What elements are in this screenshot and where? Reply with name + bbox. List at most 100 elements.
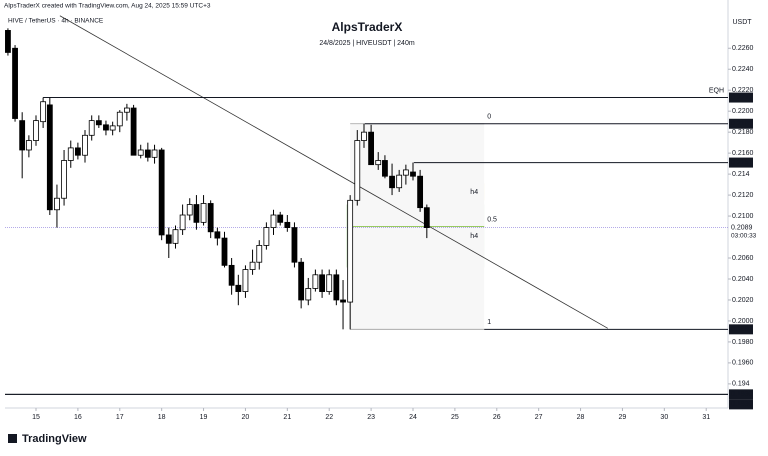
candle-body <box>193 204 200 223</box>
price-tag-label: 0.1930 <box>731 401 753 408</box>
candle-body <box>319 274 325 292</box>
y-tick-label: 0.2240 <box>732 66 754 73</box>
y-tick-label: 0.2040 <box>732 276 754 283</box>
candle-body <box>326 274 333 292</box>
y-tick-label: 0.2160 <box>732 150 754 157</box>
symbol: HIVE / TetherUS · 4h · BINANCE <box>8 18 104 25</box>
candle-body <box>61 160 67 199</box>
candle-body <box>95 120 102 126</box>
candle-body <box>144 149 151 158</box>
candle-body <box>137 149 144 156</box>
level-label: EQH <box>709 87 724 94</box>
candle-body <box>291 227 298 263</box>
candle-body <box>25 140 32 151</box>
candle-body <box>46 104 53 211</box>
candle-body <box>396 174 403 189</box>
candle-body <box>361 131 367 141</box>
y-tick-label: 0.1980 <box>732 339 754 346</box>
candle-body <box>410 171 416 177</box>
chart-subtitle: 24/8/2025 | HIVEUSDT | 240m <box>319 40 415 47</box>
candle-body <box>312 274 319 289</box>
y-tick-label: 0.2000 <box>732 318 754 325</box>
candle-body <box>207 203 214 233</box>
logo: TradingView <box>8 433 87 445</box>
x-tick-label: 29 <box>619 414 627 421</box>
fib-label: 0 <box>487 114 491 121</box>
candle-body <box>249 261 256 270</box>
x-tick-label: 24 <box>409 414 417 421</box>
logo-text: TradingView <box>22 433 87 445</box>
price-tag <box>729 389 753 400</box>
zone-label: h4 <box>470 189 478 196</box>
x-tick-label: 17 <box>116 414 124 421</box>
x-tick-label: 20 <box>242 414 250 421</box>
candle-body <box>123 107 130 113</box>
candle-body <box>389 175 395 189</box>
candle-body <box>368 131 375 166</box>
x-tick-label: 16 <box>74 414 82 421</box>
last-price-tag <box>729 222 759 241</box>
x-tick-label: 18 <box>158 414 166 421</box>
zone-label: h4 <box>470 233 478 240</box>
y-tick-label: 0.2200 <box>732 108 754 115</box>
price-tag <box>729 324 753 335</box>
candle-body <box>333 274 340 301</box>
candle-body <box>347 199 354 303</box>
candle-body <box>263 227 270 246</box>
fib-label: 0.5 <box>487 216 497 223</box>
candle-body <box>284 221 291 228</box>
candle-body <box>375 160 382 166</box>
candle-body <box>402 169 409 176</box>
candle-body <box>88 120 95 136</box>
candle-body <box>277 214 284 223</box>
candle-body <box>109 125 116 131</box>
x-tick-label: 28 <box>577 414 585 421</box>
candle-body <box>151 149 158 158</box>
chart-title: AlpsTraderX <box>332 20 403 34</box>
candle-body <box>103 124 109 131</box>
y-tick-label: 0.194 <box>732 381 750 388</box>
y-tick-label: 0.214 <box>732 171 750 178</box>
candle-body <box>33 120 39 141</box>
candle-body <box>12 47 18 119</box>
y-tick-label: 0.2020 <box>732 297 754 304</box>
candle-body <box>82 134 88 156</box>
candle-body <box>354 140 361 201</box>
candle-body <box>40 101 47 123</box>
watermark: AlpsTraderX created with TradingView.com… <box>4 3 211 10</box>
y-tick-label: 0.2120 <box>732 192 754 199</box>
candle-body <box>340 299 346 303</box>
y-tick-label: 0.2180 <box>732 129 754 136</box>
x-tick-label: 23 <box>367 414 375 421</box>
candle-body <box>19 120 26 151</box>
candle-body <box>179 214 186 231</box>
price-tag <box>729 157 753 168</box>
x-tick-label: 30 <box>660 414 668 421</box>
trendline <box>59 15 608 329</box>
candle-body <box>298 261 305 301</box>
candle-body <box>54 197 60 211</box>
candle-body <box>221 237 228 266</box>
x-tick-label: 15 <box>32 414 40 421</box>
price-tag-label: 0.2188 <box>731 121 753 128</box>
price-tag-label: 0.1992 <box>731 326 753 333</box>
countdown: 03:00:33 <box>731 232 757 239</box>
candle-body <box>172 229 179 244</box>
x-tick-label: 26 <box>493 414 501 421</box>
candle-body <box>417 175 424 209</box>
x-tick-label: 25 <box>451 414 459 421</box>
last-price-label: 0.2089 <box>731 224 753 231</box>
price-tag <box>729 92 753 103</box>
candle-body <box>235 284 242 292</box>
x-tick-label: 22 <box>325 414 333 421</box>
price-tag <box>729 118 753 129</box>
candle-body <box>5 30 11 53</box>
y-tick-label: 0.1960 <box>732 360 754 367</box>
logo-icon <box>8 434 17 443</box>
y-tick-label: 0.2260 <box>732 45 754 52</box>
price-tag-label: 0.2213 <box>731 94 753 101</box>
price-tag <box>729 399 753 410</box>
candle-body <box>242 269 249 292</box>
candle-body <box>158 149 165 236</box>
